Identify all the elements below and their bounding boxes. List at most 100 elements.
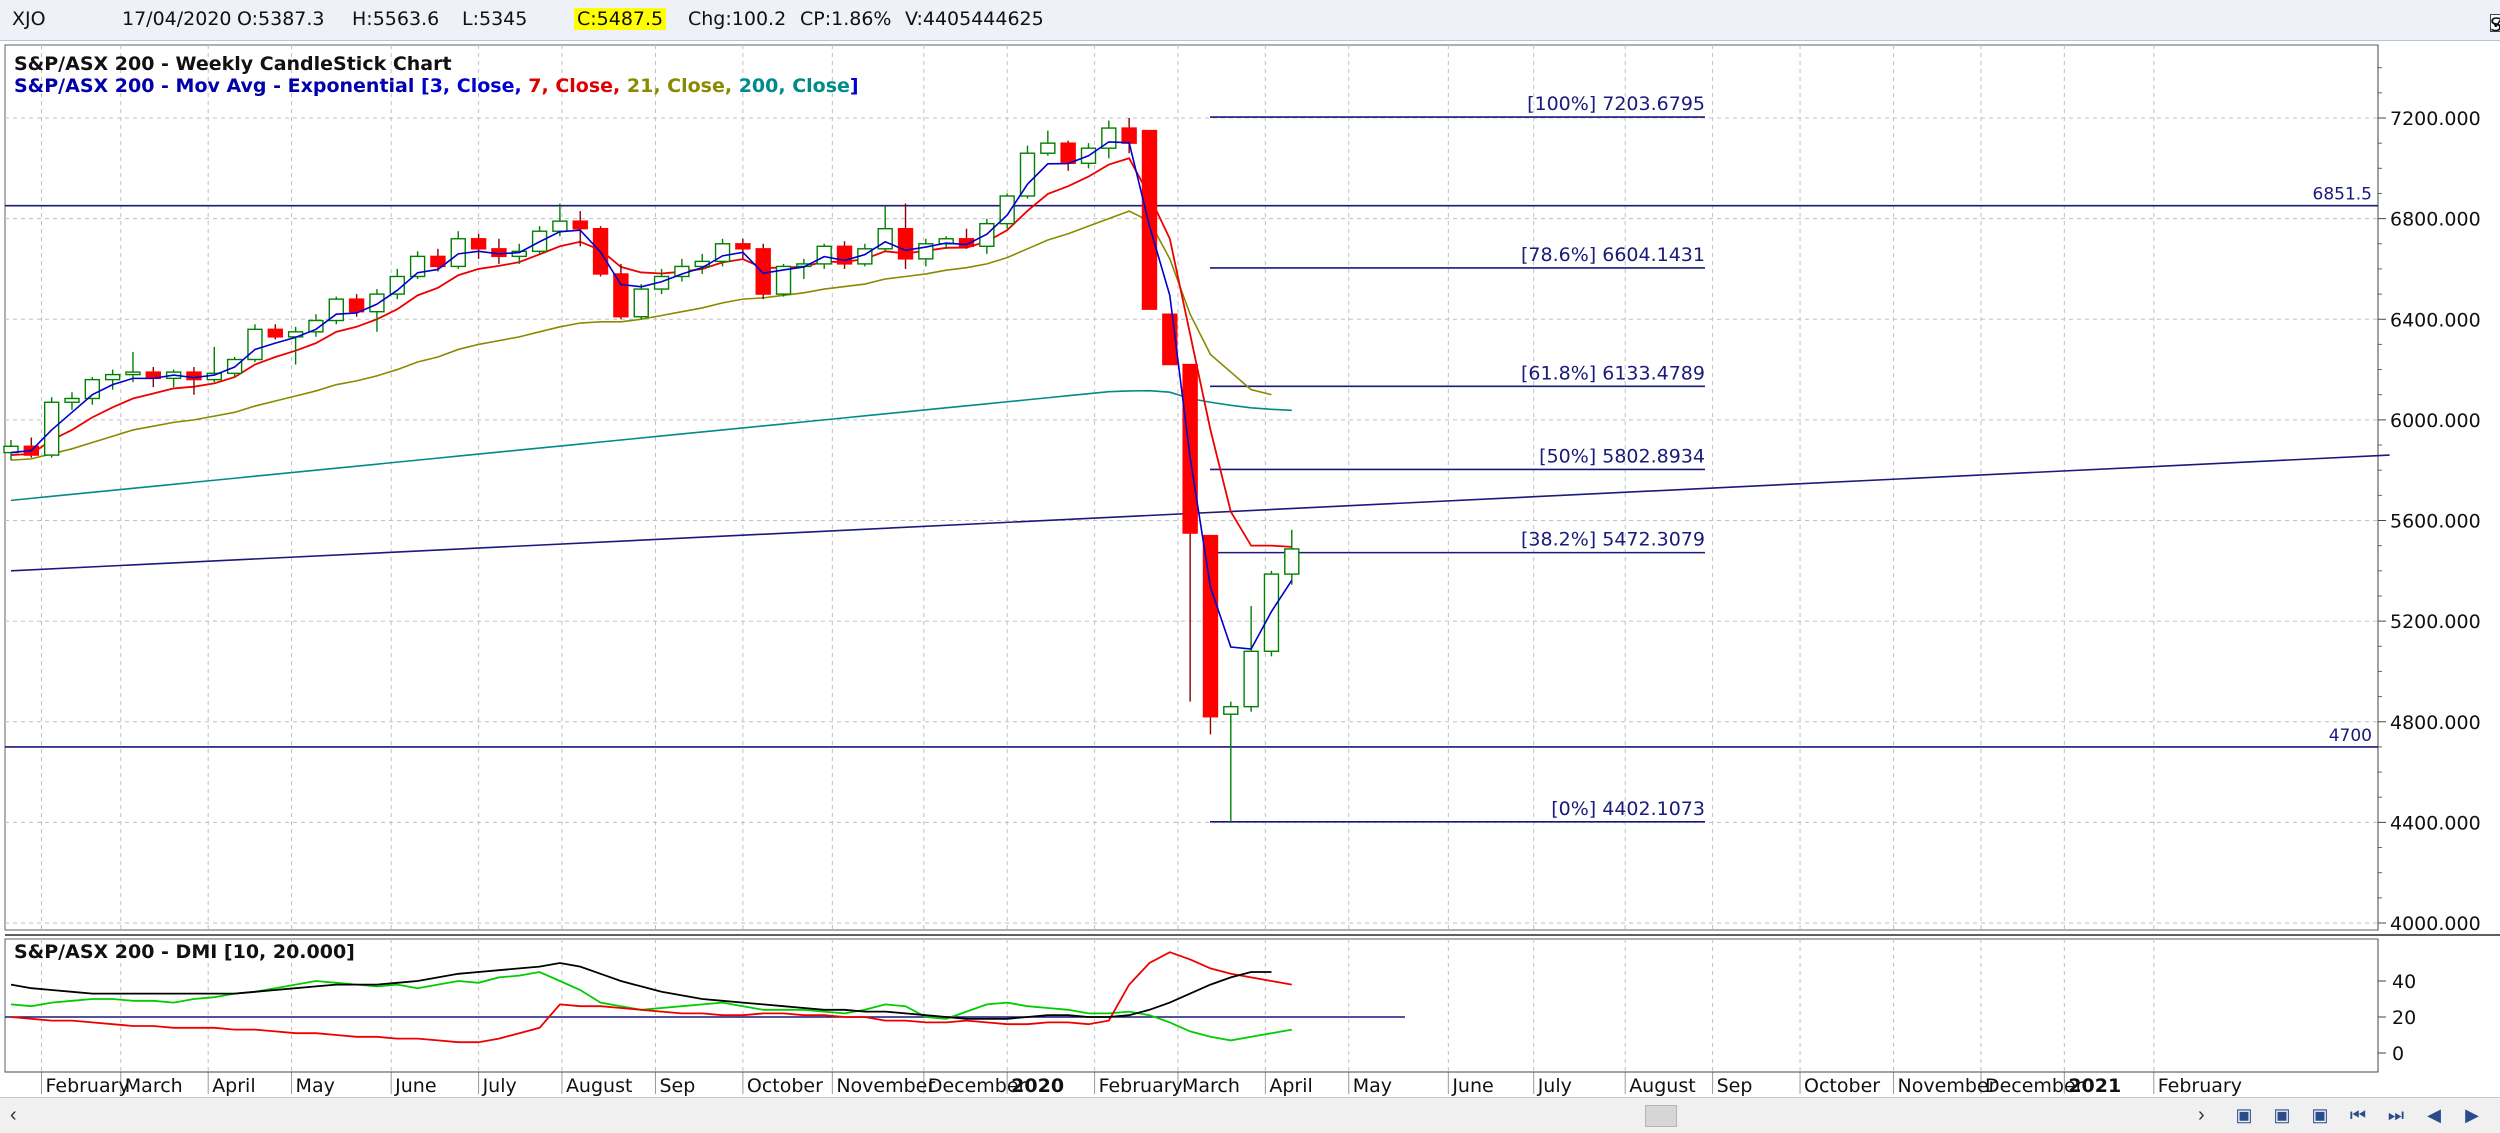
ma-legend-item: [3, Close, xyxy=(421,75,528,97)
adx-line xyxy=(10,962,1272,1020)
zoom-fit-icon[interactable]: ▣ xyxy=(2311,1104,2329,1125)
candle-down xyxy=(613,273,629,318)
zoom-out-icon[interactable]: ▣ xyxy=(2273,1104,2291,1125)
candle-down xyxy=(1182,363,1198,534)
x-tick-label: May xyxy=(296,1075,335,1097)
x-tick-label: June xyxy=(1451,1075,1493,1097)
x-tick-label: April xyxy=(212,1075,255,1097)
candle-up xyxy=(1243,650,1259,708)
show-last-label: Show Last xyxy=(2490,14,2500,36)
x-tick-label: October xyxy=(747,1075,823,1097)
dmi-y-tick-label: 40 xyxy=(2392,971,2416,993)
candle-down xyxy=(1202,534,1219,718)
dmi-y-tick-label: 20 xyxy=(2392,1007,2416,1029)
x-tick-label: Sep xyxy=(659,1075,695,1097)
candle-up xyxy=(1284,548,1300,575)
candle-up xyxy=(1223,705,1239,715)
ma-legend-item: 200, Close xyxy=(739,75,850,97)
x-tick-label: March xyxy=(1182,1075,1240,1097)
candle-up xyxy=(328,298,344,322)
last-page-icon[interactable]: ⏭ xyxy=(2387,1104,2405,1125)
x-tick-label: August xyxy=(1629,1075,1696,1097)
x-tick-label: August xyxy=(566,1075,633,1097)
candle-down xyxy=(836,245,853,265)
fib-level-label: [38.2%] 5472.3079 xyxy=(1521,529,1705,551)
candle-up xyxy=(125,371,141,376)
fib-level-label: [61.8%] 6133.4789 xyxy=(1521,362,1705,384)
step-back-icon[interactable]: ◀ xyxy=(2427,1104,2441,1125)
show-last-checkbox[interactable]: ✓ xyxy=(2490,14,2500,33)
scroll-right-icon[interactable]: › xyxy=(2198,1104,2205,1126)
candle-up xyxy=(511,250,527,258)
candle-up xyxy=(1040,142,1056,154)
x-tick-label: November xyxy=(836,1075,935,1097)
x-tick-label: May xyxy=(1353,1075,1392,1097)
y-tick-label: 5600.000 xyxy=(2390,511,2481,533)
candle-down xyxy=(1060,142,1076,164)
ma-legend-prefix: S&P/ASX 200 - Mov Avg - Exponential xyxy=(14,75,421,97)
x-tick-label: June xyxy=(394,1075,436,1097)
candle-up xyxy=(369,293,385,313)
first-page-icon[interactable]: ⏮ xyxy=(2349,1104,2367,1125)
ma-legend-item: ] xyxy=(850,75,859,97)
open-value: O:5387.3 xyxy=(237,8,325,30)
ma-legend-item: 21, Close, xyxy=(627,75,739,97)
fib-level-label: [0%] 4402.1073 xyxy=(1551,798,1705,820)
quote-toolbar: XJO 17/04/2020 O:5387.3 H:5563.6 L:5345 … xyxy=(0,0,2500,41)
plus-di-line xyxy=(10,971,1292,1042)
y-tick-label: 6800.000 xyxy=(2390,209,2481,231)
candle-up xyxy=(43,401,60,456)
symbol-label: XJO xyxy=(12,8,46,30)
zoom-in-icon[interactable]: ▣ xyxy=(2235,1104,2253,1125)
scroll-left-icon[interactable]: ‹ xyxy=(10,1104,17,1126)
x-tick-label: July xyxy=(1537,1075,1572,1097)
horizontal-scrollbar[interactable]: ‹ › ▣ ▣ ▣ ⏮ ⏭ ◀ ▶ xyxy=(0,1097,2500,1133)
scroll-thumb[interactable] xyxy=(1645,1105,1677,1127)
dmi-y-tick-label: 0 xyxy=(2392,1043,2404,1065)
hline-label: 4700 xyxy=(2329,726,2372,746)
x-tick-label: July xyxy=(482,1075,517,1097)
change-percent-value: CP:1.86% xyxy=(800,8,892,30)
low-value: L:5345 xyxy=(462,8,528,30)
price-chart-title: S&P/ASX 200 - Weekly CandleStick Chart xyxy=(14,53,452,75)
x-tick-label: February xyxy=(2158,1075,2242,1097)
candle-down xyxy=(348,298,365,313)
candle-down xyxy=(755,248,771,295)
ema7-line xyxy=(10,157,1292,548)
dmi-panel xyxy=(4,938,2379,1073)
step-forward-icon[interactable]: ▶ xyxy=(2465,1104,2479,1125)
x-tick-label: November xyxy=(1898,1075,1997,1097)
candle-down xyxy=(958,238,975,247)
y-tick-label: 4400.000 xyxy=(2390,812,2481,834)
candle-up xyxy=(247,328,263,361)
fib-level-label: [50%] 5802.8934 xyxy=(1539,445,1705,467)
candle-down xyxy=(186,371,202,381)
x-tick-label: October xyxy=(1804,1075,1880,1097)
ma-legend-item: 7, Close, xyxy=(528,75,627,97)
x-tick-label: 2020 xyxy=(1011,1075,1064,1097)
x-tick-label: 2021 xyxy=(2068,1075,2121,1097)
volume-value: V:4405444625 xyxy=(905,8,1044,30)
high-value: H:5563.6 xyxy=(352,8,440,30)
y-tick-label: 6000.000 xyxy=(2390,410,2481,432)
candle-up xyxy=(1101,127,1117,149)
candle-down xyxy=(1121,127,1137,144)
candle-down xyxy=(572,220,588,230)
candle-up xyxy=(816,245,832,265)
candle-down xyxy=(1141,129,1158,310)
candle-down xyxy=(430,255,446,268)
x-tick-label: March xyxy=(125,1075,183,1097)
close-value: C:5487.5 xyxy=(574,8,667,30)
candle-up xyxy=(999,195,1015,225)
chart-canvas[interactable]: 4000.000 4400.000 4800.000 5200.000 5600.000… xyxy=(0,41,2500,1133)
ema3-line xyxy=(10,141,1293,650)
candle-down xyxy=(897,227,914,260)
ma-legend: S&P/ASX 200 - Mov Avg - Exponential [3, … xyxy=(14,75,859,97)
hline-label: 6851.5 xyxy=(2313,185,2372,205)
trendline xyxy=(10,454,2390,572)
fib-level-label: [78.6%] 6604.1431 xyxy=(1521,244,1705,266)
y-tick-label: 6400.000 xyxy=(2390,309,2481,331)
x-tick-label: December xyxy=(928,1075,1027,1097)
y-tick-label: 5200.000 xyxy=(2390,611,2481,633)
candle-up xyxy=(674,265,690,278)
